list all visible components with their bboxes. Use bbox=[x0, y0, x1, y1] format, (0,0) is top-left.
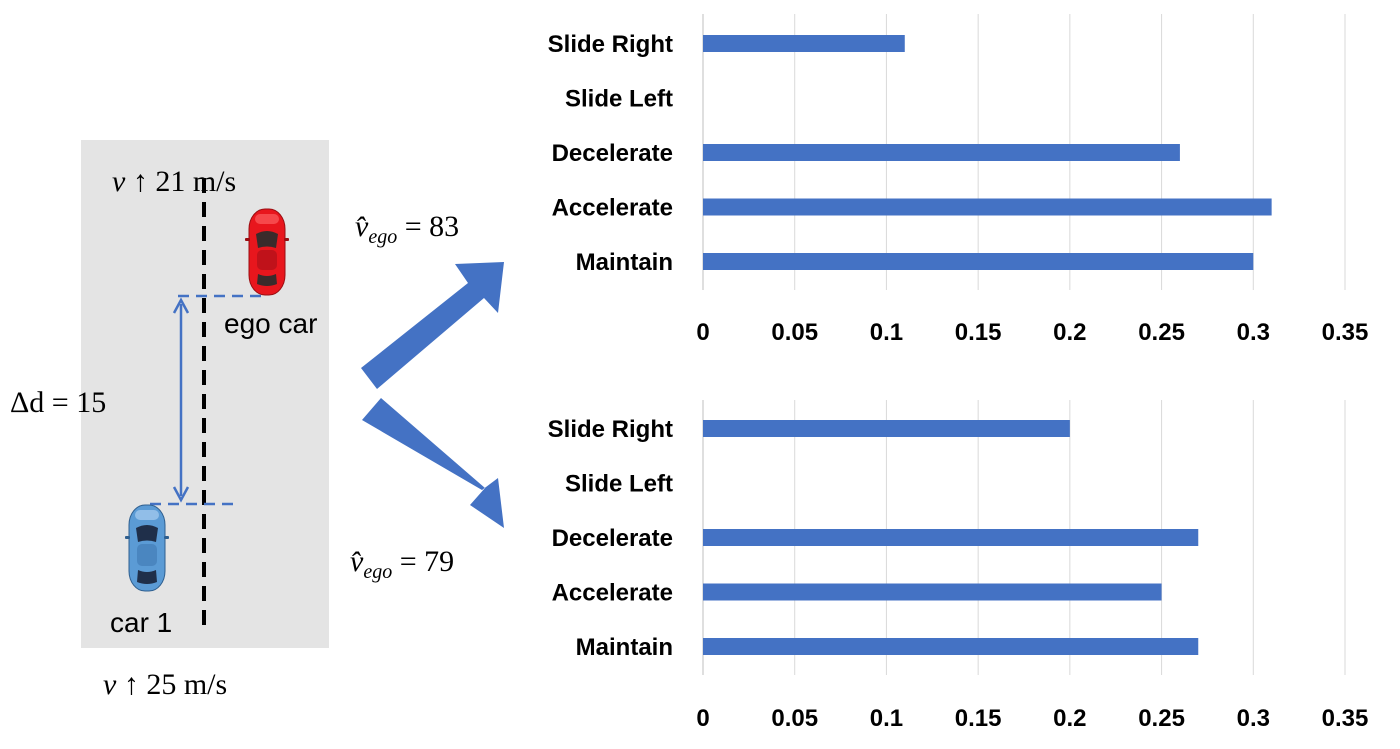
x-tick-label: 0 bbox=[696, 705, 709, 732]
x-tick-label: 0.3 bbox=[1237, 319, 1270, 346]
x-tick-label: 0.15 bbox=[955, 319, 1002, 346]
bar bbox=[703, 583, 1162, 601]
x-tick-label: 0.05 bbox=[771, 319, 818, 346]
chart-top: 0 0.05 0.1 0.15 0.2 0.25 0.3 0.35 Slide Right Sli… bbox=[548, 14, 1369, 346]
x-tick-label: 0 bbox=[696, 319, 709, 346]
bar bbox=[703, 253, 1254, 270]
bar bbox=[703, 144, 1180, 161]
vego-bottom-label: v̂ego = 79 bbox=[350, 545, 455, 583]
bottom-speed-label: v ↑ 25 m/s bbox=[103, 668, 228, 701]
delta-d-label: Δd = 15 bbox=[10, 386, 107, 419]
category-label: Slide Right bbox=[548, 31, 673, 58]
chart-bottom: 0 0.05 0.1 0.15 0.2 0.25 0.3 0.35 Slide Right Sli… bbox=[548, 400, 1369, 732]
x-tick-label: 0.1 bbox=[870, 319, 903, 346]
x-tick-label: 0.25 bbox=[1138, 319, 1185, 346]
x-tick-label: 0.2 bbox=[1053, 319, 1086, 346]
category-label: Decelerate bbox=[552, 140, 673, 167]
distance-arrow bbox=[172, 297, 190, 503]
upper-arrow bbox=[361, 262, 504, 389]
bar bbox=[703, 35, 905, 52]
car1-icon bbox=[125, 504, 169, 592]
lower-arrow bbox=[362, 398, 504, 528]
category-label: Slide Right bbox=[548, 416, 673, 443]
x-tick-label: 0.1 bbox=[870, 705, 903, 732]
bar bbox=[703, 638, 1199, 655]
category-label: Slide Left bbox=[565, 471, 673, 498]
vego-top-label: v̂ego = 83 bbox=[355, 210, 460, 248]
x-tick-label: 0.2 bbox=[1053, 705, 1086, 732]
category-label: Decelerate bbox=[552, 525, 673, 552]
x-tick-label: 0.25 bbox=[1138, 705, 1185, 732]
category-label: Accelerate bbox=[552, 195, 673, 222]
category-label: Maintain bbox=[576, 249, 673, 276]
bar bbox=[703, 420, 1070, 437]
x-tick-label: 0.05 bbox=[771, 705, 818, 732]
car1-label: car 1 bbox=[110, 607, 173, 638]
category-label: Maintain bbox=[576, 634, 673, 661]
ego-car-icon bbox=[245, 208, 289, 296]
category-label: Accelerate bbox=[552, 580, 673, 607]
x-tick-label: 0.3 bbox=[1237, 705, 1270, 732]
x-tick-label: 0.15 bbox=[955, 705, 1002, 732]
x-tick-label: 0.35 bbox=[1322, 319, 1369, 346]
bar bbox=[703, 198, 1272, 216]
bar bbox=[703, 529, 1199, 546]
category-label: Slide Left bbox=[565, 86, 673, 113]
top-speed-label: v ↑ 21 m/s bbox=[112, 165, 237, 198]
x-tick-label: 0.35 bbox=[1322, 705, 1369, 732]
ego-car-label: ego car bbox=[224, 308, 318, 339]
